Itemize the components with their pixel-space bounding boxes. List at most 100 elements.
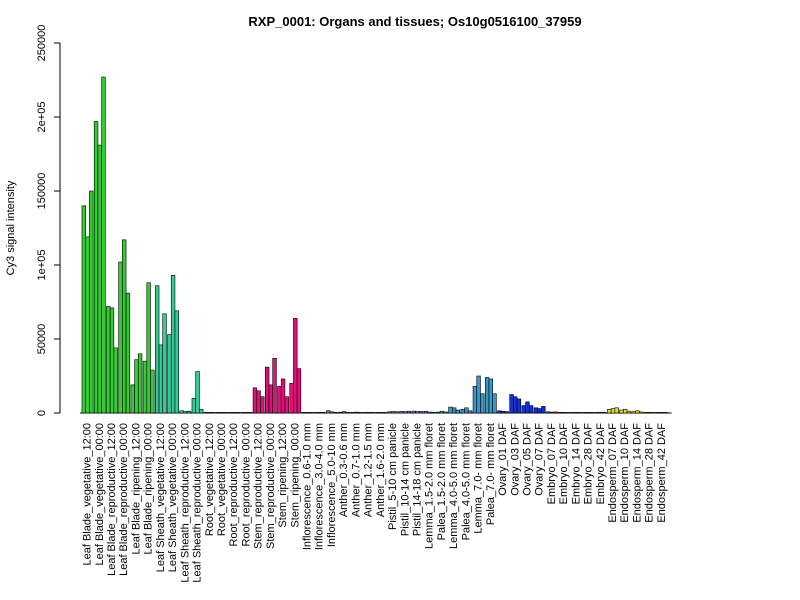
bar <box>167 334 172 414</box>
bar <box>394 411 399 414</box>
x-tick-label: Stem_reproductive_00:00 <box>265 423 277 549</box>
x-tick-label: Anther_0.3-0.6 mm <box>338 423 350 517</box>
bar <box>366 412 371 414</box>
bar <box>647 412 652 414</box>
y-tick-label: 1e+05 <box>36 250 48 281</box>
x-tick-label: Embryo_28 DAF <box>583 423 595 505</box>
bar <box>546 411 551 414</box>
bar <box>309 412 314 414</box>
x-axis-labels: Leaf Blade_vegetative_12:00 Leaf Blade_ve… <box>82 423 668 583</box>
bar <box>130 384 135 414</box>
bar <box>513 396 518 414</box>
x-tick-label: Leaf Blade_ripening_00:00 <box>143 423 155 555</box>
bar <box>211 412 216 414</box>
x-tick-label: Lemma_7.0- mm floret <box>473 423 485 534</box>
x-tick-label: Endosperm_42 DAF <box>656 423 668 523</box>
bar <box>338 411 343 414</box>
bar <box>537 408 542 414</box>
bar <box>598 412 603 414</box>
x-tick-label: Root_vegetative_12:00 <box>204 423 216 536</box>
x-tick-label: Endosperm_14 DAF <box>631 423 643 523</box>
bars <box>80 76 672 414</box>
bar <box>614 407 619 414</box>
bar <box>280 378 286 414</box>
bar <box>423 411 429 414</box>
bar <box>643 412 649 414</box>
bar <box>476 375 481 414</box>
bar <box>106 306 111 414</box>
bar <box>162 313 167 414</box>
bar <box>155 285 160 414</box>
bar <box>137 353 143 414</box>
bar <box>293 317 298 414</box>
bar <box>570 412 575 414</box>
x-tick-label: Embryo_10 DAF <box>558 423 570 505</box>
bar <box>93 121 99 414</box>
x-tick-label: Leaf Blade_reproductive_00:00 <box>118 423 130 576</box>
bar <box>382 412 387 414</box>
bar <box>415 411 420 414</box>
bar <box>158 344 164 414</box>
bar <box>125 292 131 414</box>
bar <box>607 408 612 414</box>
bar <box>321 412 326 414</box>
bar <box>411 410 416 414</box>
bar <box>122 239 127 414</box>
bar <box>390 411 396 414</box>
bar <box>541 406 546 414</box>
bar <box>399 411 404 414</box>
bar <box>504 411 509 414</box>
bar <box>207 412 212 414</box>
bar <box>252 387 258 414</box>
bar <box>525 401 530 414</box>
bar <box>659 412 665 414</box>
chart-title: RXP_0001: Organs and tissues; Os10g05161… <box>248 14 581 29</box>
bar <box>354 411 359 414</box>
bar <box>326 410 331 414</box>
x-tick-label: Pistil_14-18 cm panicle <box>411 423 423 536</box>
bar <box>656 412 661 414</box>
bar <box>638 411 644 414</box>
bar <box>317 412 322 414</box>
bar <box>455 409 461 414</box>
bar <box>577 412 583 414</box>
x-tick-label: Embryo_42 DAF <box>595 423 607 505</box>
bar <box>191 397 196 414</box>
bar <box>533 407 539 414</box>
x-tick-label: Ovary_07 DAF <box>534 423 546 496</box>
bar <box>272 357 277 414</box>
bar <box>594 412 600 414</box>
bar <box>203 412 209 414</box>
bar <box>509 394 514 414</box>
bar <box>436 411 441 414</box>
bar <box>480 393 485 414</box>
bar <box>150 369 155 414</box>
bar <box>179 410 184 414</box>
bar <box>553 411 558 414</box>
bar <box>448 406 453 414</box>
bar <box>199 408 204 414</box>
x-tick-label: Endosperm_07 DAF <box>607 423 619 523</box>
bar <box>277 386 282 414</box>
x-tick-label: Endosperm_10 DAF <box>619 423 631 523</box>
x-tick-label: Lemma_4.0-5.0 mm floret <box>448 423 460 549</box>
bar <box>467 410 473 414</box>
bar <box>497 410 502 414</box>
bar <box>488 378 493 414</box>
bar <box>431 411 436 414</box>
bar <box>635 410 640 414</box>
bar <box>81 205 87 414</box>
bar <box>97 144 102 414</box>
x-tick-label: Leaf Sheath_vegetative_00:00 <box>167 423 179 572</box>
bar <box>134 359 139 414</box>
bar <box>631 411 636 414</box>
bar <box>565 412 570 414</box>
y-tick-label: 2e+05 <box>36 102 48 133</box>
x-tick-label: Stem_reproductive_12:00 <box>253 423 265 549</box>
x-tick-label: Palea_4.0-5.0 mm floret <box>460 423 472 540</box>
x-tick-label: Root_reproductive_00:00 <box>240 423 252 547</box>
bar <box>492 393 497 414</box>
bar <box>195 371 200 414</box>
bar <box>574 412 579 414</box>
x-tick-label: Leaf Blade_vegetative_12:00 <box>82 423 94 566</box>
